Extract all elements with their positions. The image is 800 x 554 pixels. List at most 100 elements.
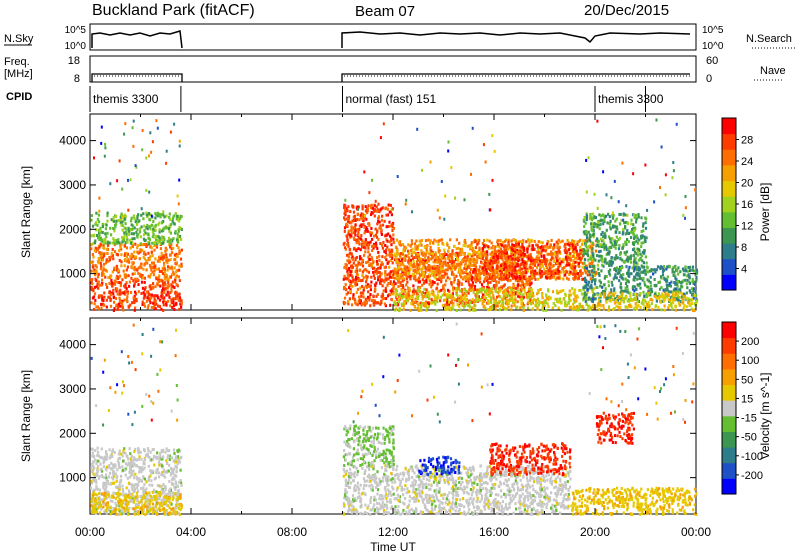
power-cell [178,225,181,229]
power-cell [408,256,411,260]
power-cell [446,307,449,311]
power-cell [349,283,352,287]
power-cell [486,264,489,268]
power-cell [175,283,178,286]
power-cell [383,249,386,253]
power-cell [572,272,575,276]
power-cell [90,287,94,291]
power-cell [556,291,559,295]
power-cell [396,298,399,301]
power-cell [640,230,643,233]
power-cell [130,227,133,231]
power-cell [377,275,380,279]
power-cell [647,289,650,293]
power-cell [106,243,110,247]
power-cell [604,244,607,248]
power-cell [521,297,524,301]
power-cell [114,225,117,229]
power-cell [633,237,636,240]
power-cell [354,218,357,222]
power-cell [442,253,445,257]
power-cell [348,259,351,263]
power-cell [504,249,507,253]
power-cell [499,288,502,292]
power-cell [635,287,638,291]
power-cell [556,268,560,272]
power-cell [94,222,97,226]
power-cell [499,274,502,278]
power-cell [361,258,365,262]
power-cell [416,258,419,262]
power-cell [360,212,363,216]
power-cell [519,292,522,295]
power-cell [577,274,580,278]
power-cell [555,254,558,257]
power-cell [566,263,569,267]
power-cell [603,247,606,251]
power-cell [451,292,454,296]
power-cell [565,253,568,257]
power-cell [376,222,379,226]
power-cell [415,256,418,260]
power-cell [692,296,695,300]
power-cell [366,260,370,264]
power-cell [643,283,647,287]
power-cell [434,302,437,306]
power-cell [635,252,638,256]
power-cell [124,259,127,263]
power-cell [499,269,502,273]
power-cell [567,277,570,281]
power-cell [155,238,158,242]
power-cell [501,243,504,247]
power-cell [358,298,361,302]
power-cell [411,257,414,261]
power-cell [453,244,456,248]
power-cell [373,204,376,208]
power-cell [397,303,400,307]
power-cell [117,238,120,242]
power-cell [160,307,163,311]
power-cell [425,308,428,312]
power-cell [137,271,140,275]
power-cell [144,231,147,235]
power-cell [435,239,438,243]
power-cell [613,243,617,247]
power-cell [631,266,634,270]
power-cell [515,277,518,281]
power-cell [130,264,133,268]
power-cell [90,214,93,218]
power-cell [132,279,135,283]
power-cell [633,260,636,264]
power-cell [402,304,405,308]
power-cell [578,289,581,292]
power-cell [417,303,420,307]
power-cell [133,277,137,281]
power-cell [137,266,140,270]
power-cell [422,281,426,285]
power-cell [593,292,596,296]
power-cell [498,239,502,243]
power-cell [498,245,501,249]
power-cell [144,252,147,256]
power-cell [528,295,531,299]
power-cell [420,239,423,242]
power-cell [424,270,427,274]
power-cell [624,240,627,244]
power-cell [153,269,156,273]
power-cell [491,272,495,276]
power-cell [473,300,476,304]
power-cell [412,302,415,306]
power-cell [691,293,694,297]
power-cell [398,309,401,313]
power-cell [346,253,349,257]
power-cell [419,301,422,305]
power-cell [177,275,180,279]
power-cell [550,252,553,255]
power-cell [429,239,432,243]
power-cell [521,253,524,257]
power-cell [452,272,455,276]
power-cell [352,247,356,251]
power-cell [457,287,461,291]
power-cell [585,214,588,218]
power-cell [424,265,427,269]
